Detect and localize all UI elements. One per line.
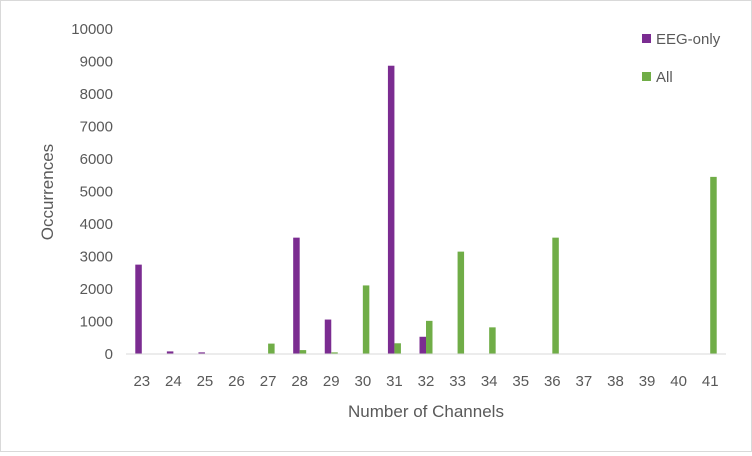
x-tick-label: 25 bbox=[197, 373, 214, 390]
x-tick-label: 29 bbox=[323, 373, 340, 390]
bars bbox=[135, 65, 717, 354]
x-tick-label: 35 bbox=[512, 373, 529, 390]
x-tick-label: 23 bbox=[133, 373, 150, 390]
legend-swatch-all bbox=[642, 72, 651, 81]
x-tick-label: 24 bbox=[165, 373, 182, 390]
x-tick-label: 28 bbox=[291, 373, 308, 390]
y-tick-label: 8000 bbox=[80, 86, 113, 103]
bar-all-28 bbox=[299, 350, 307, 354]
bar-all-36 bbox=[552, 237, 559, 354]
y-tick-label: 4000 bbox=[80, 216, 113, 233]
x-tick-label: 27 bbox=[260, 373, 277, 390]
x-tick-label: 26 bbox=[228, 373, 245, 390]
y-tick-label: 2000 bbox=[80, 281, 113, 298]
y-tick-label: 9000 bbox=[80, 54, 113, 71]
bar-all-34 bbox=[489, 327, 496, 354]
y-tick-label: 0 bbox=[105, 346, 113, 363]
bar-all-32 bbox=[426, 320, 433, 354]
bar-eeg-only-28 bbox=[293, 237, 300, 354]
x-tick-label: 34 bbox=[481, 373, 498, 390]
bar-all-31 bbox=[394, 343, 401, 354]
x-tick-label: 31 bbox=[386, 373, 403, 390]
bar-eeg-only-23 bbox=[135, 264, 142, 354]
x-tick-label: 38 bbox=[607, 373, 624, 390]
bar-eeg-only-32 bbox=[419, 336, 426, 354]
x-tick-label: 40 bbox=[670, 373, 687, 390]
bar-eeg-only-24 bbox=[166, 351, 174, 354]
bar-all-29 bbox=[331, 352, 338, 354]
x-tick-label: 39 bbox=[639, 373, 656, 390]
bar-all-27 bbox=[268, 343, 275, 354]
y-tick-label: 7000 bbox=[80, 119, 113, 136]
y-axis-title: Occurrences bbox=[38, 144, 57, 240]
bar-eeg-only-25 bbox=[198, 352, 205, 354]
y-tick-label: 3000 bbox=[80, 249, 113, 266]
bar-all-33 bbox=[457, 251, 465, 354]
x-tick-label: 41 bbox=[702, 373, 719, 390]
x-axis-title: Number of Channels bbox=[348, 402, 504, 421]
y-tick-label: 10000 bbox=[71, 21, 113, 38]
legend: EEG-only All bbox=[642, 31, 721, 86]
y-tick-label: 5000 bbox=[80, 184, 113, 201]
legend-swatch-eeg-only bbox=[642, 34, 651, 43]
legend-label-all: All bbox=[656, 69, 673, 86]
x-axis-ticks: 23 24 25 26 27 28 29 30 31 32 33 34 35 36 37 38 39 40 41 bbox=[133, 373, 718, 390]
y-tick-label: 6000 bbox=[80, 151, 113, 168]
y-tick-label: 1000 bbox=[80, 314, 113, 331]
bar-all-30 bbox=[362, 285, 370, 354]
legend-label-eeg-only: EEG-only bbox=[656, 31, 721, 48]
x-tick-label: 32 bbox=[418, 373, 435, 390]
bar-eeg-only-31 bbox=[387, 65, 395, 354]
x-tick-label: 36 bbox=[544, 373, 561, 390]
bar-eeg-only-29 bbox=[324, 319, 332, 354]
bar-all-41 bbox=[710, 176, 717, 354]
x-tick-label: 30 bbox=[354, 373, 371, 390]
y-axis-ticks: 0 1000 2000 3000 4000 5000 6000 7000 8000 9000 100… bbox=[71, 21, 113, 363]
x-tick-label: 37 bbox=[576, 373, 593, 390]
x-tick-label: 33 bbox=[449, 373, 466, 390]
